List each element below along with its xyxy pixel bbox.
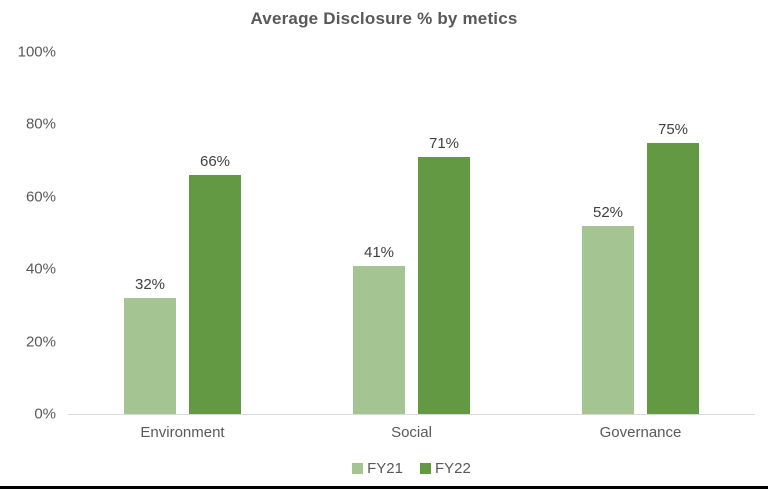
x-label-governance: Governance xyxy=(599,424,682,441)
chart-title: Average Disclosure % by metics xyxy=(250,9,518,28)
bar-fy22-governance: 75% xyxy=(647,121,699,414)
legend-item-fy22: FY22 xyxy=(420,460,471,477)
x-axis-labels: Environment Social Governance xyxy=(68,424,755,441)
y-axis: 0% 20% 40% 60% 80% 100% xyxy=(0,0,56,489)
y-tick-label: 80% xyxy=(25,115,56,133)
legend-item-fy21: FY21 xyxy=(352,460,403,477)
legend: FY21 FY22 xyxy=(68,460,755,477)
legend-swatch-fy22 xyxy=(420,463,431,474)
bar-fy21-environment: 32% xyxy=(124,276,176,414)
bar-group-social: 41% 71% xyxy=(297,52,526,414)
bar-fy21-social: 41% xyxy=(353,244,405,414)
plot-area: 32% 66% 41% 71% 52% 75% xyxy=(68,52,755,415)
data-label-fy21-governance: 52% xyxy=(592,203,624,221)
x-label-social: Social xyxy=(391,424,432,441)
data-label-fy22-governance: 75% xyxy=(657,120,689,138)
legend-label-fy22: FY22 xyxy=(435,460,471,477)
bottom-border xyxy=(0,486,768,489)
y-tick-label: 60% xyxy=(25,188,56,206)
y-tick-label: 0% xyxy=(34,405,56,423)
data-label-fy22-social: 71% xyxy=(428,134,460,152)
bar-fy22-social: 71% xyxy=(418,135,470,414)
y-tick-label: 40% xyxy=(25,260,56,278)
data-label-fy21-social: 41% xyxy=(363,243,395,261)
x-label-environment: Environment xyxy=(140,424,225,441)
y-tick-label: 20% xyxy=(25,333,56,351)
legend-swatch-fy21 xyxy=(352,463,364,474)
data-label-fy21-environment: 32% xyxy=(134,276,166,294)
bar-group-governance: 52% 75% xyxy=(526,52,755,414)
legend-label-fy21: FY21 xyxy=(367,460,403,477)
bar-fy22-environment: 66% xyxy=(189,153,241,414)
y-tick-label: 100% xyxy=(17,43,56,61)
bar-group-environment: 32% 66% xyxy=(68,52,297,414)
data-label-fy22-environment: 66% xyxy=(199,153,231,171)
bar-fy21-governance: 52% xyxy=(582,204,634,414)
